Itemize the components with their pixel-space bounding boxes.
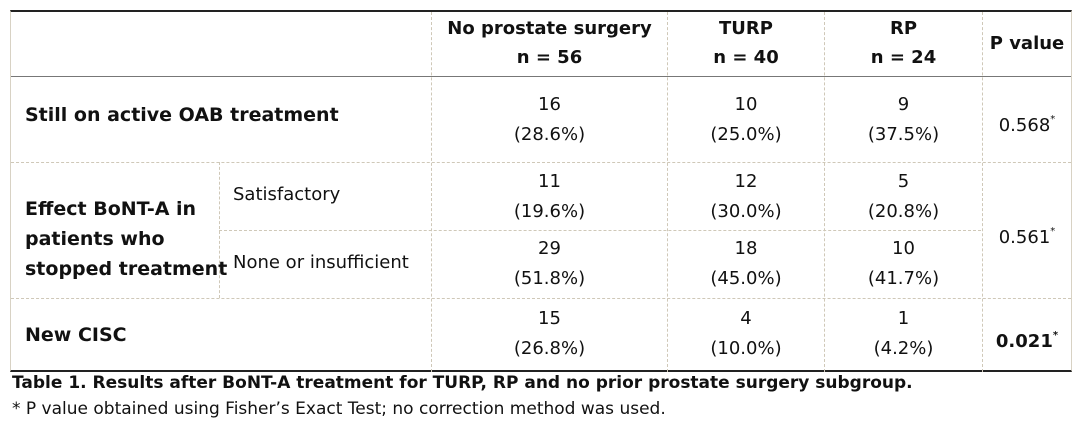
row-divider [11, 162, 1071, 163]
header-no-surgery-title: No prostate surgery [447, 18, 652, 39]
count: 4 [740, 308, 752, 329]
row-label-effect-line: stopped treatment [25, 258, 228, 280]
pvalue: 0.568 [998, 115, 1051, 136]
header-rp-title: RP [889, 18, 918, 39]
cell-active-turp: 10 (25.0%) [668, 90, 824, 150]
count: 10 [892, 238, 915, 259]
count: 12 [734, 171, 758, 192]
header-no-surgery-n: n = 56 [516, 47, 583, 68]
cell-cisc-turp: 4 (10.0%) [668, 304, 824, 364]
divider [431, 12, 432, 372]
cell-active-pvalue: 0.568* [983, 105, 1071, 141]
cell-cisc-no-surgery: 15 (26.8%) [432, 304, 667, 364]
table-footnote: * P value obtained using Fisher’s Exact … [12, 399, 666, 419]
percent: (19.6%) [513, 201, 586, 222]
header-turp-n: n = 40 [713, 47, 779, 68]
row-label-active: Still on active OAB treatment [25, 104, 339, 126]
cell-satisfactory-rp: 5 (20.8%) [825, 167, 982, 227]
cell-cisc-rp: 1 (4.2%) [825, 304, 982, 364]
pvalue: 0.561 [998, 227, 1051, 248]
cell-insufficient-rp: 10 (41.7%) [825, 234, 982, 294]
percent: (45.0%) [710, 268, 782, 289]
cell-cisc-pvalue: 0.021* [983, 321, 1071, 357]
header-turp: TURP n = 40 [668, 14, 824, 72]
count: 9 [897, 94, 910, 115]
cell-insufficient-no-surgery: 29 (51.8%) [432, 234, 667, 294]
count: 16 [538, 94, 561, 115]
sub-label-insufficient: None or insufficient [233, 252, 409, 273]
cell-effect-pvalue: 0.561* [983, 217, 1071, 253]
count: 1 [897, 308, 910, 329]
row-divider [219, 230, 981, 231]
header-rp-n: n = 24 [870, 47, 937, 68]
footnote-mark: * [1052, 330, 1059, 341]
row-label-effect: Effect BoNT-A in patients who stopped tr… [25, 194, 227, 284]
header-no-surgery: No prostate surgery n = 56 [432, 14, 667, 72]
count: 18 [734, 238, 758, 259]
cell-active-no-surgery: 16 (28.6%) [432, 90, 667, 150]
percent: (30.0%) [710, 201, 782, 222]
cell-insufficient-turp: 18 (45.0%) [668, 234, 824, 294]
pvalue: 0.021 [995, 331, 1053, 352]
footnote-mark: * [1050, 114, 1056, 125]
divider [824, 12, 825, 372]
count: 29 [538, 238, 561, 259]
row-label-cisc: New CISC [25, 324, 127, 346]
count: 11 [538, 171, 561, 192]
cell-active-rp: 9 (37.5%) [825, 90, 982, 150]
table-caption: Table 1. Results after BoNT-A treatment … [12, 373, 913, 393]
row-label-effect-line: patients who [25, 228, 165, 250]
percent: (37.5%) [867, 124, 940, 145]
count: 15 [538, 308, 561, 329]
percent: (51.8%) [513, 268, 586, 289]
count: 5 [897, 171, 910, 192]
percent: (28.6%) [513, 124, 586, 145]
divider [982, 12, 983, 372]
header-turp-title: TURP [719, 18, 773, 39]
percent: (41.7%) [867, 268, 940, 289]
divider [667, 12, 668, 372]
sub-label-satisfactory: Satisfactory [233, 184, 341, 205]
percent: (10.0%) [710, 338, 782, 359]
header-rule [11, 76, 1071, 77]
row-divider [11, 298, 1071, 299]
percent: (20.8%) [867, 201, 940, 222]
percent: (25.0%) [710, 124, 782, 145]
row-label-effect-line: Effect BoNT-A in [25, 198, 197, 220]
results-table: No prostate surgery n = 56 TURP n = 40 R… [10, 10, 1072, 372]
percent: (4.2%) [873, 338, 934, 359]
cell-satisfactory-no-surgery: 11 (19.6%) [432, 167, 667, 227]
percent: (26.8%) [513, 338, 586, 359]
count: 10 [734, 94, 758, 115]
header-pvalue: P value [989, 33, 1065, 54]
cell-satisfactory-turp: 12 (30.0%) [668, 167, 824, 227]
header-rp: RP n = 24 [825, 14, 982, 72]
footnote-mark: * [1050, 226, 1056, 237]
